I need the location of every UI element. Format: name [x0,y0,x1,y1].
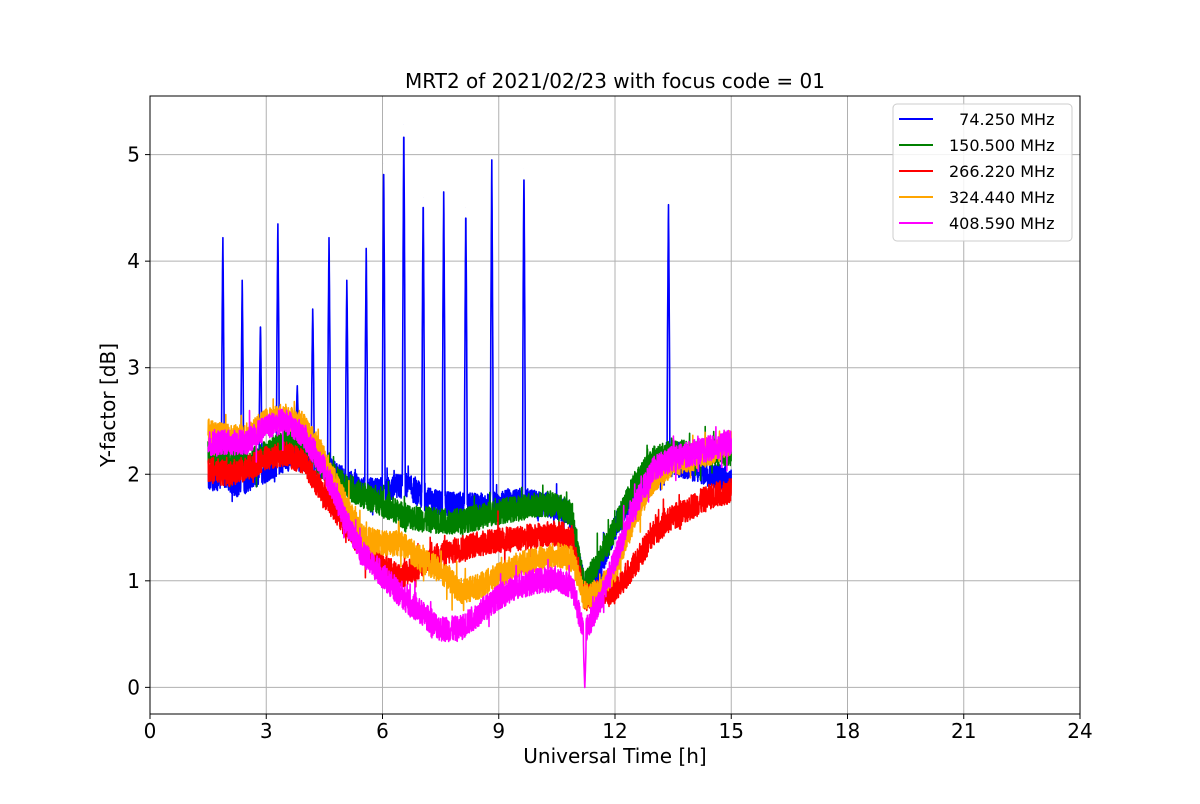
legend-label: 74.250 MHz [949,110,1054,129]
legend-label: 324.440 MHz [949,188,1054,207]
legend-label: 150.500 MHz [949,136,1054,155]
x-tick-label: 0 [144,719,157,743]
y-tick-label: 3 [127,356,140,380]
chart-title: MRT2 of 2021/02/23 with focus code = 01 [405,69,825,93]
legend-label: 408.590 MHz [949,214,1054,233]
legend: 74.250 MHz 150.500 MHz 266.220 MHz 324.440 … [893,104,1072,241]
x-axis-label: Universal Time [h] [523,744,706,768]
y-axis-label: Y-factor [dB] [96,343,120,468]
y-tick-label: 2 [127,462,140,486]
x-tick-label: 6 [376,719,389,743]
y-tick-label: 0 [127,675,140,699]
y-tick-label: 1 [127,569,140,593]
y-tick-label: 4 [127,249,140,273]
y-tick-label: 5 [127,143,140,167]
x-tick-label: 9 [492,719,505,743]
x-tick-label: 3 [260,719,273,743]
legend-label: 266.220 MHz [949,162,1054,181]
x-tick-label: 21 [951,719,976,743]
x-tick-label: 12 [602,719,627,743]
x-tick-label: 15 [719,719,744,743]
x-tick-label: 24 [1067,719,1092,743]
x-tick-label: 18 [835,719,860,743]
